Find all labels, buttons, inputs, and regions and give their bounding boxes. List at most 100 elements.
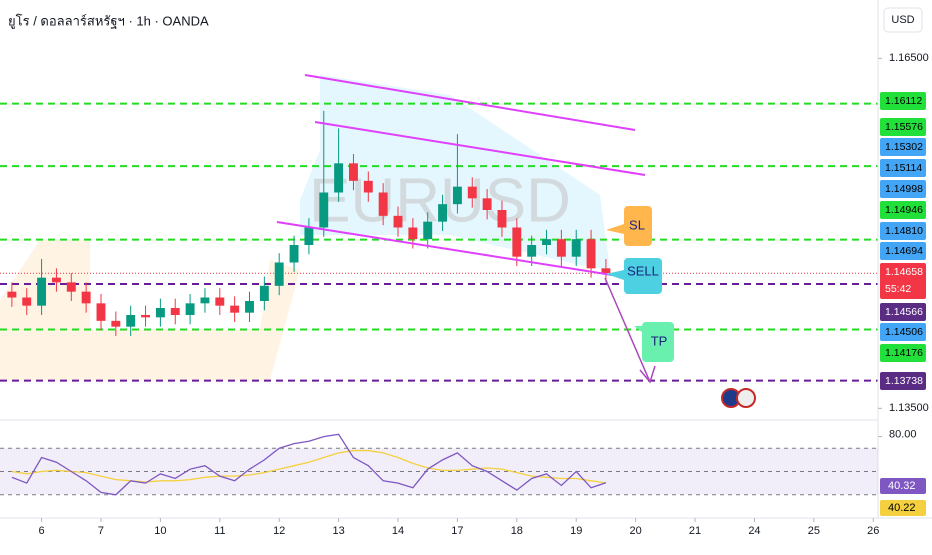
price-badge-label: 1.14506 xyxy=(885,326,923,338)
candle-body xyxy=(185,303,195,315)
candle-body xyxy=(230,305,240,313)
candle-body xyxy=(393,215,403,228)
price-badge xyxy=(880,344,926,362)
countdown: 55:42 xyxy=(885,283,911,295)
candle-body xyxy=(467,186,477,199)
candle-body xyxy=(245,301,254,313)
sell-callout xyxy=(606,258,662,294)
channel-line xyxy=(276,221,613,276)
price-badge-label: 1.14658 xyxy=(885,266,923,278)
price-badge xyxy=(880,118,926,136)
x-tick-label: 17 xyxy=(451,525,463,537)
candle-body xyxy=(497,210,507,228)
candle-body xyxy=(542,239,551,245)
candle-body xyxy=(215,297,225,306)
tp-callout xyxy=(634,322,674,362)
x-tick-label: 21 xyxy=(689,525,701,537)
y-tick-label: 1.13500 xyxy=(889,402,929,414)
candle-body xyxy=(334,163,344,193)
y-tick-label: 1.16500 xyxy=(889,52,929,64)
currency-label[interactable]: USD xyxy=(891,14,914,26)
candle-body xyxy=(155,308,165,318)
candle-body xyxy=(170,308,180,315)
price-badge xyxy=(880,372,926,390)
x-tick-label: 24 xyxy=(748,525,760,537)
arrow-head xyxy=(639,365,656,384)
candle-body xyxy=(111,320,121,327)
price-badge xyxy=(880,138,926,156)
rsi-badge-label: 40.32 xyxy=(888,480,916,492)
rsi-badge xyxy=(880,500,926,516)
rsi-ma-line xyxy=(11,449,607,484)
currency-button[interactable] xyxy=(883,7,923,33)
price-badge xyxy=(880,323,926,341)
price-badge-label: 1.15576 xyxy=(885,121,923,133)
sell-label: SELL xyxy=(627,263,659,278)
rsi-line xyxy=(11,433,607,496)
x-tick-label: 12 xyxy=(273,525,285,537)
target-arrow xyxy=(604,277,651,383)
price-badge-label: 1.14998 xyxy=(885,183,923,195)
candle-body xyxy=(304,227,314,245)
price-badge xyxy=(880,180,926,198)
tp-label: TP xyxy=(651,333,668,348)
price-badge-label: 1.16112 xyxy=(885,95,922,107)
rsi-y-tick-label: 80.00 xyxy=(889,429,917,441)
candle-body xyxy=(22,297,32,306)
x-tick-label: 6 xyxy=(39,525,45,537)
candle-body xyxy=(7,291,17,298)
candle-body xyxy=(571,239,581,257)
candle-body xyxy=(81,291,91,304)
lower-band xyxy=(0,240,300,380)
rsi-badge-label: 40.22 xyxy=(888,502,916,514)
price-badge xyxy=(880,263,926,299)
price-badge xyxy=(880,303,926,321)
candle-body xyxy=(200,297,210,304)
rsi-badge xyxy=(880,478,926,494)
price-badge-label: 1.15302 xyxy=(885,141,923,153)
price-badge-label: 1.15114 xyxy=(885,162,922,174)
x-tick-label: 18 xyxy=(511,525,523,537)
x-tick-label: 25 xyxy=(808,525,820,537)
x-tick-label: 19 xyxy=(570,525,582,537)
candle-body xyxy=(423,221,433,240)
x-tick-label: 13 xyxy=(332,525,344,537)
price-badge xyxy=(880,242,926,260)
price-badge-label: 1.14694 xyxy=(885,245,923,257)
candle-body xyxy=(289,245,299,263)
candle-body xyxy=(527,245,537,257)
channel-band xyxy=(300,75,610,270)
candle-body xyxy=(141,315,150,318)
candle-body xyxy=(601,268,611,273)
candle-body xyxy=(512,227,522,257)
chart-title: ยูโร / ดอลลาร์สหรัฐฯ · 1h · OANDA xyxy=(8,13,209,29)
sl-label: SL xyxy=(629,217,645,232)
candle-body xyxy=(349,163,358,181)
x-tick-label: 11 xyxy=(214,525,225,537)
candle-body xyxy=(259,285,269,301)
x-tick-label: 10 xyxy=(154,525,166,537)
price-badge-label: 1.14810 xyxy=(885,225,923,237)
candle-body xyxy=(408,227,418,240)
channel-line xyxy=(304,74,636,131)
price-badge xyxy=(880,222,926,240)
us-flag[interactable] xyxy=(736,388,756,408)
candle-body xyxy=(319,192,329,228)
price-badge xyxy=(880,92,926,110)
x-tick-label: 14 xyxy=(392,525,404,537)
candle-body xyxy=(37,277,47,306)
candle-body xyxy=(452,186,462,205)
price-badge-label: 1.14946 xyxy=(885,204,923,216)
candle-body xyxy=(66,282,76,292)
x-tick-label: 20 xyxy=(630,525,642,537)
channel-line xyxy=(314,121,646,176)
price-badge xyxy=(880,159,926,177)
sl-callout xyxy=(606,206,652,246)
price-badge-label: 1.14176 xyxy=(885,347,923,359)
price-badge xyxy=(880,201,926,219)
candle-body xyxy=(363,180,373,193)
candle-body xyxy=(378,192,388,216)
